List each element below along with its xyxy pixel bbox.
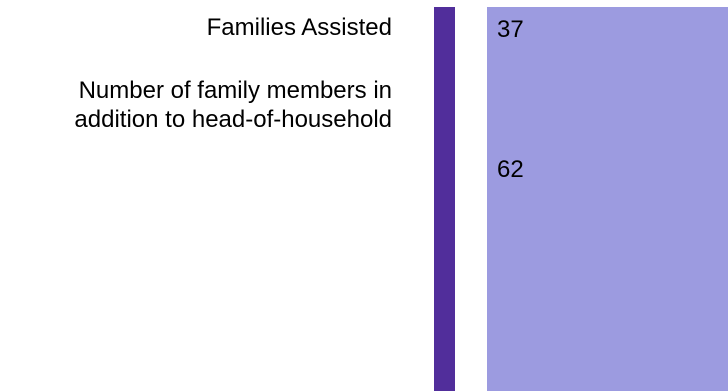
accent-bar: [434, 7, 455, 391]
family-members-value: 62: [497, 156, 524, 183]
families-assisted-value: 37: [497, 16, 524, 43]
families-assisted-label: Families Assisted: [206, 14, 392, 41]
values-panel: 37 62: [487, 7, 728, 391]
family-members-label: Number of family members in addition to …: [74, 77, 392, 133]
